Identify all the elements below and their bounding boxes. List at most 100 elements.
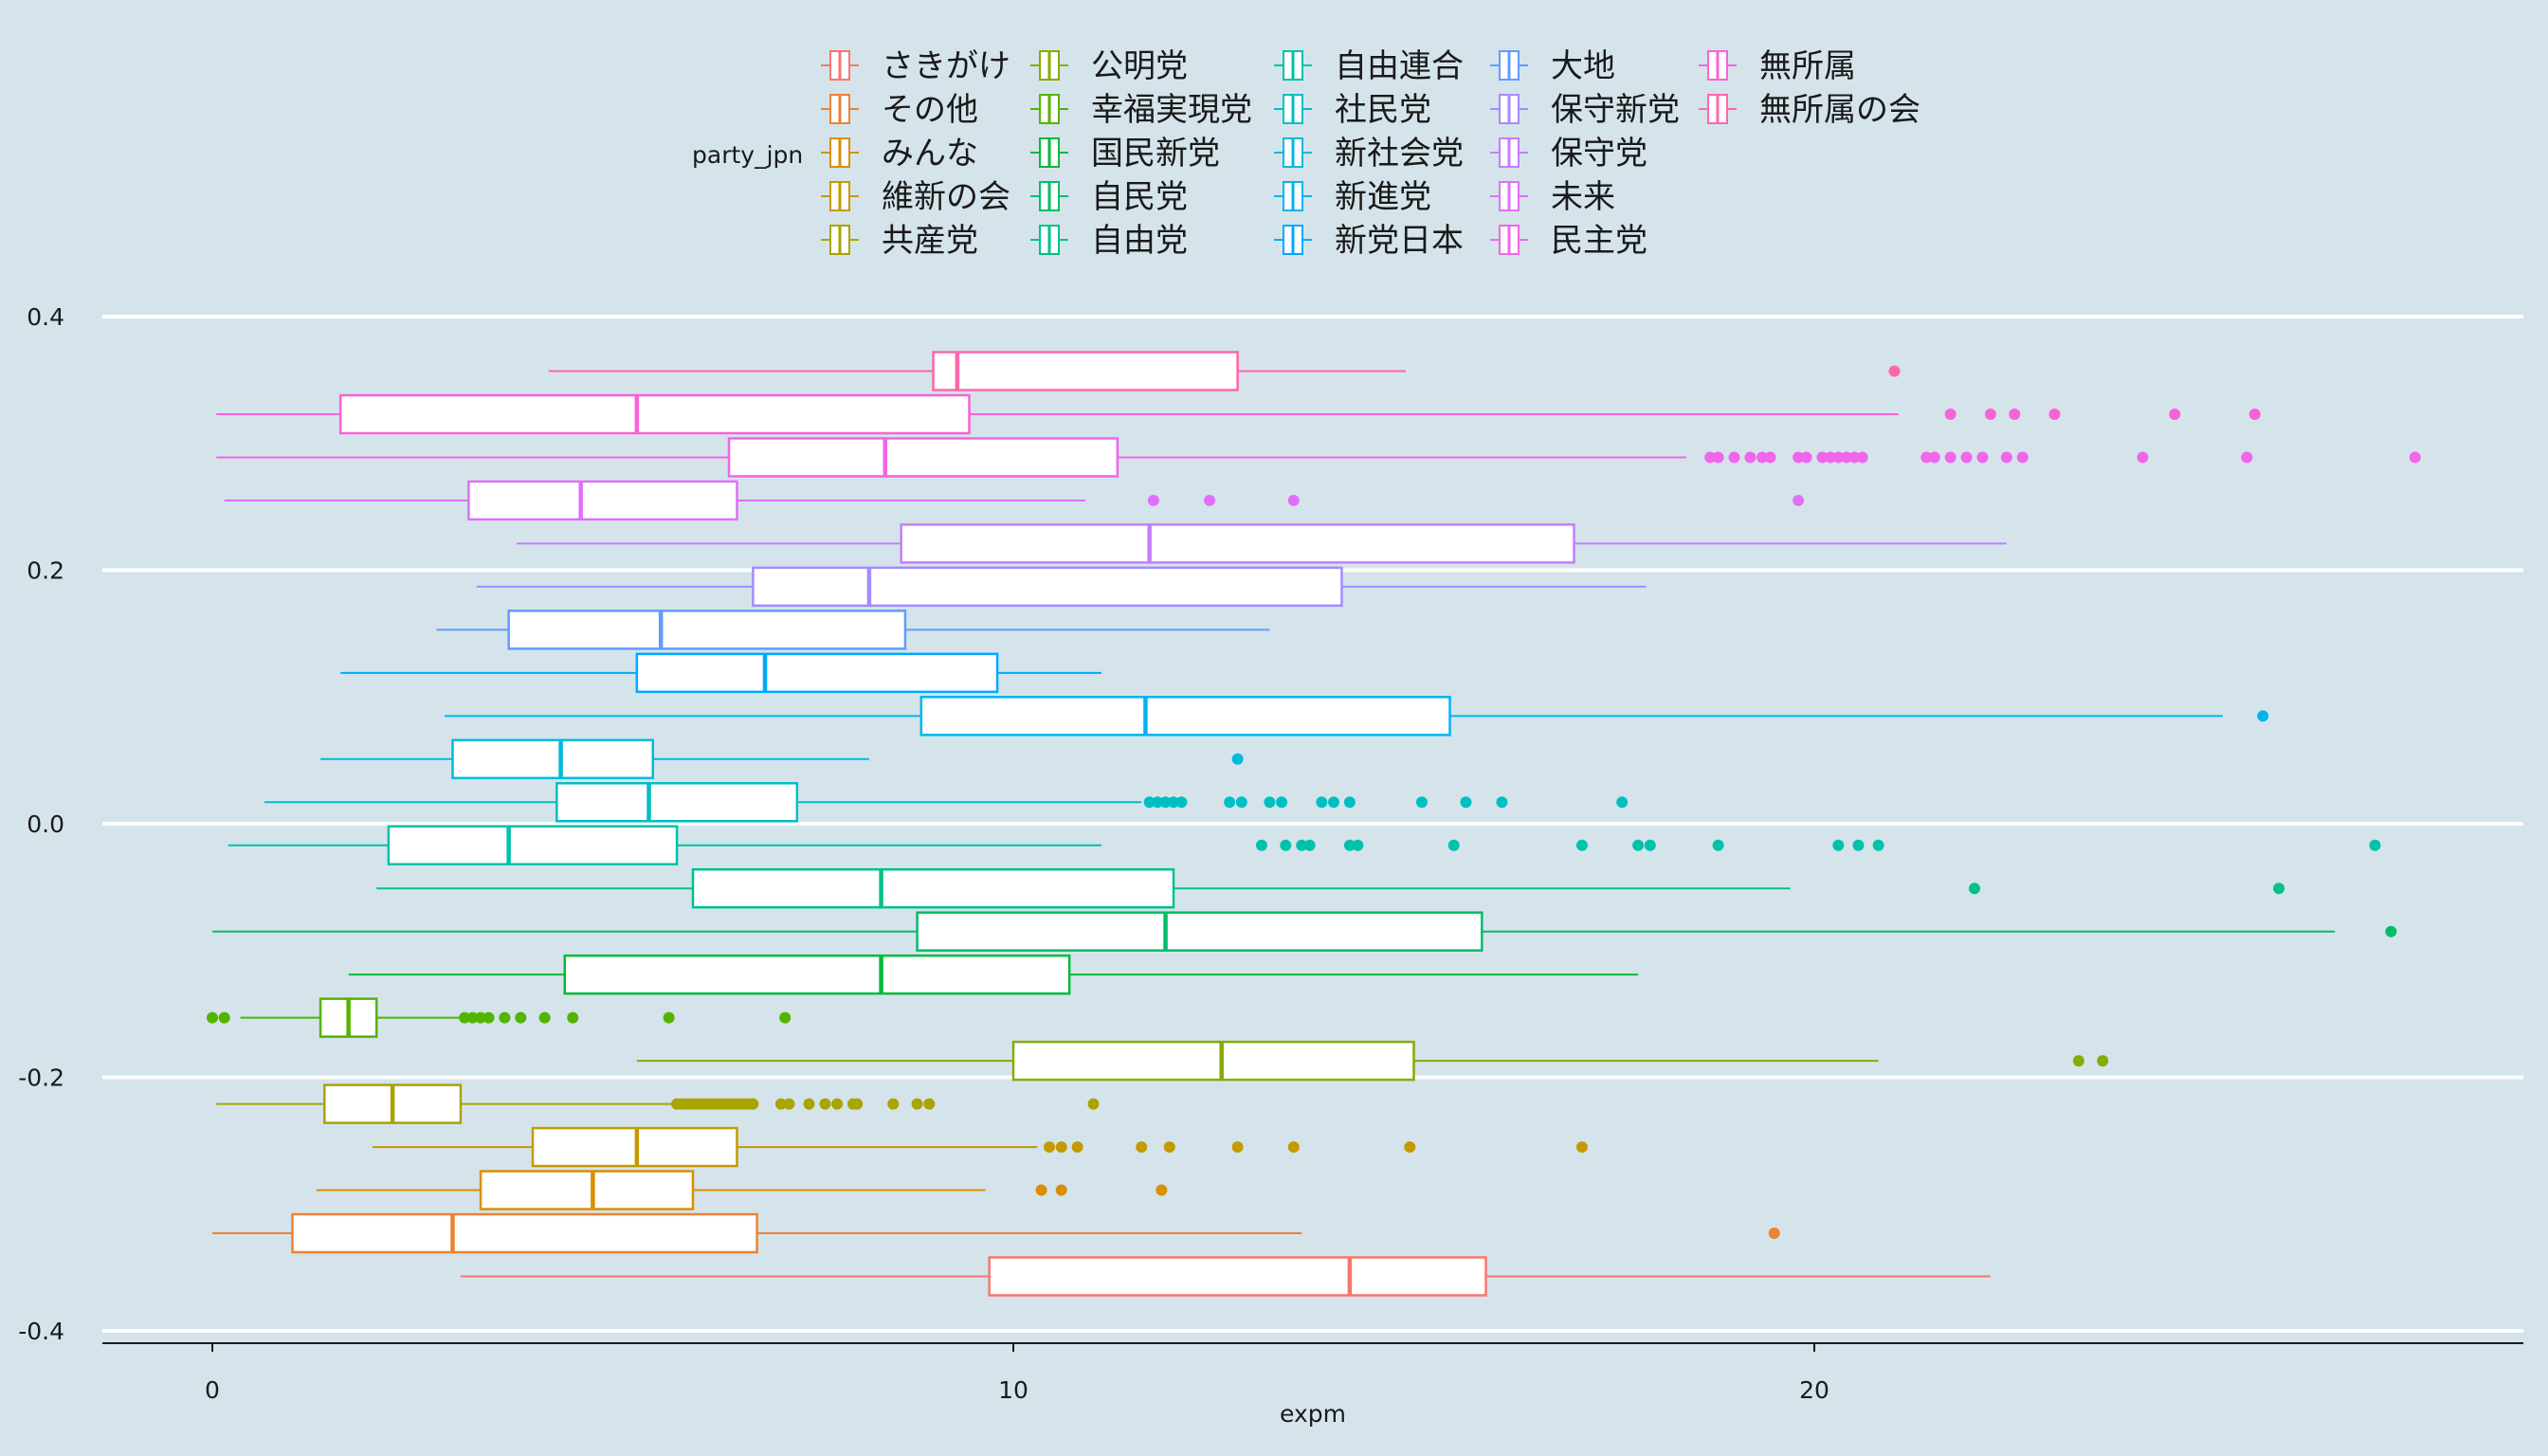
- box-1: [460, 1256, 1991, 1297]
- outlier-point: [1832, 839, 1845, 851]
- legend-item: 共産党: [821, 222, 978, 260]
- legend-item: 維新の会: [821, 178, 1010, 216]
- outlier-point: [819, 1098, 831, 1110]
- legend-label: 無所属: [1759, 47, 1856, 85]
- outlier-point: [1744, 451, 1756, 464]
- outlier-point: [1087, 1098, 1100, 1110]
- box-rect: [691, 867, 1175, 909]
- legend-label: 新進党: [1335, 178, 1431, 216]
- legend-title: party_jpn: [692, 141, 803, 169]
- outlier-point: [1287, 1141, 1300, 1154]
- outlier-point: [911, 1098, 923, 1110]
- legend-label: 幸福実現党: [1091, 91, 1252, 129]
- legend-item: さきがけ: [821, 47, 1010, 85]
- outlier-point: [2048, 408, 2061, 420]
- legend-label: 自由連合: [1335, 47, 1464, 85]
- outlier-point: [1644, 839, 1656, 851]
- outlier-point: [774, 1098, 787, 1110]
- box-13: [320, 738, 1244, 780]
- legend-label: その他: [882, 91, 978, 129]
- legend-label: 民主党: [1551, 222, 1647, 260]
- outlier-point: [2257, 710, 2269, 722]
- outlier-point: [2137, 451, 2149, 464]
- outlier-point: [747, 1098, 759, 1110]
- outlier-point: [2097, 1055, 2109, 1067]
- box-rect: [338, 393, 971, 435]
- outlier-point: [1255, 839, 1267, 851]
- box-18: [517, 523, 2007, 564]
- legend-item: 自由連合: [1274, 47, 1464, 85]
- legend-item: 新党日本: [1274, 222, 1464, 260]
- outlier-point: [1848, 451, 1861, 464]
- outlier-point: [783, 1098, 795, 1110]
- outlier-point: [1280, 839, 1292, 851]
- outlier-point: [1832, 451, 1845, 464]
- box-rect: [555, 782, 799, 823]
- legend-item: 公明党: [1030, 47, 1188, 85]
- outlier-point: [2009, 408, 2021, 420]
- y-tick-label: 0.4: [27, 303, 64, 331]
- y-tick-label: 0.2: [27, 557, 64, 585]
- y-tick-label: 0.0: [27, 810, 64, 838]
- outlier-point: [1969, 883, 1980, 895]
- outlier-point: [1264, 796, 1276, 809]
- box-14: [445, 696, 2269, 737]
- outlier-point: [1944, 451, 1956, 464]
- legend-label: 保守党: [1551, 135, 1647, 173]
- outlier-point: [482, 1011, 495, 1024]
- outlier-point: [1224, 796, 1236, 809]
- outlier-point: [2072, 1055, 2084, 1067]
- legend-item: みんな: [821, 135, 978, 173]
- box-rect: [916, 911, 1483, 952]
- box-2: [212, 1212, 1780, 1254]
- outlier-point: [1296, 839, 1308, 851]
- box-15: [340, 652, 1101, 694]
- outlier-point: [1840, 451, 1852, 464]
- box-rect: [932, 351, 1239, 391]
- outlier-point: [1343, 796, 1356, 809]
- outlier-point: [1575, 1141, 1588, 1154]
- outlier-point: [1352, 839, 1364, 851]
- legend: party_jpn さきがけその他みんな維新の会共産党公明党幸福実現党国民新党自…: [692, 47, 1920, 260]
- outlier-point: [1316, 796, 1328, 809]
- outlier-point: [663, 1011, 675, 1024]
- box-10: [376, 867, 2285, 909]
- box-21: [216, 393, 2261, 435]
- x-axis-label: expm: [1280, 1400, 1346, 1428]
- legend-label: 無所属の会: [1759, 91, 1920, 129]
- outlier-point: [1204, 494, 1216, 506]
- outlier-point: [1712, 839, 1724, 851]
- outlier-point: [1235, 796, 1247, 809]
- box-rect: [727, 437, 1119, 478]
- box-11: [228, 825, 2381, 865]
- legend-item: 保守新党: [1490, 91, 1680, 129]
- outlier-point: [2000, 451, 2012, 464]
- outlier-point: [1824, 451, 1836, 464]
- x-tick-label: 10: [998, 1376, 1028, 1404]
- legend-item: 新社会党: [1274, 135, 1464, 173]
- outlier-point: [2016, 451, 2029, 464]
- outlier-point: [1175, 796, 1188, 809]
- outlier-point: [1404, 1141, 1416, 1154]
- outlier-point: [1035, 1184, 1047, 1196]
- outlier-point: [1231, 1141, 1244, 1154]
- legend-item: その他: [821, 91, 978, 129]
- legend-item: 自由党: [1030, 222, 1188, 260]
- outlier-point: [1343, 839, 1356, 851]
- outlier-point: [1632, 839, 1645, 851]
- outlier-point: [1168, 796, 1179, 809]
- grid-lines: [102, 315, 2523, 1333]
- box-rect: [919, 696, 1451, 737]
- outlier-point: [1447, 839, 1460, 851]
- box-rect: [387, 825, 679, 865]
- outlier-point: [851, 1098, 864, 1110]
- outlier-point: [2369, 839, 2381, 851]
- outlier-point: [459, 1011, 471, 1024]
- outlier-point: [1303, 839, 1316, 851]
- outlier-point: [887, 1098, 900, 1110]
- outlier-point: [1575, 839, 1588, 851]
- box-19: [224, 480, 1805, 521]
- box-rect: [988, 1256, 1487, 1297]
- outlier-point: [1764, 451, 1776, 464]
